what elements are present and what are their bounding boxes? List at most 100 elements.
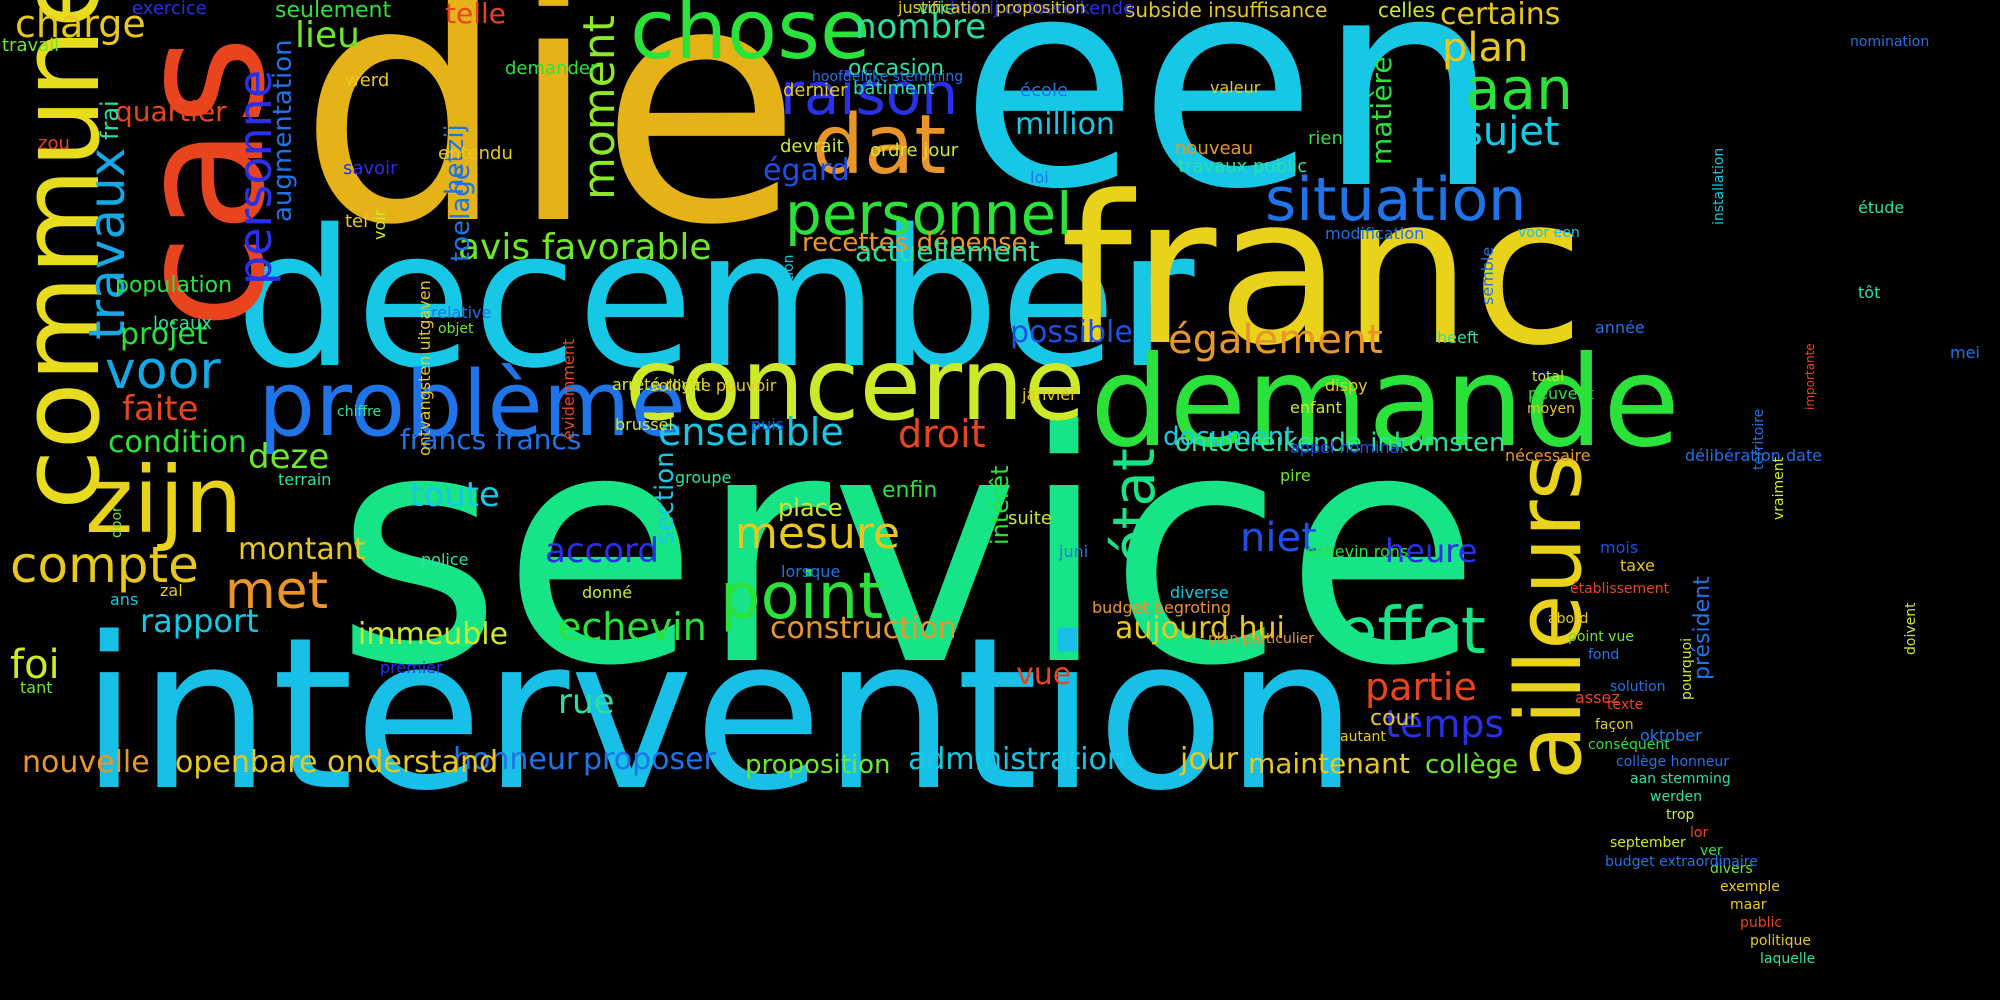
word: aujourd hui: [1115, 611, 1285, 646]
word: moyen: [1527, 401, 1575, 417]
word: december: [235, 189, 1195, 410]
word: année: [1595, 318, 1645, 337]
word: état: [1100, 448, 1168, 565]
word: conséquent: [1588, 737, 1670, 753]
word: rien: [1308, 128, 1343, 149]
word: loi: [1030, 168, 1049, 187]
word: actuellement: [855, 235, 1040, 268]
word: bâtiment: [853, 78, 935, 99]
word: frai: [96, 100, 124, 140]
word: concerne: [625, 326, 1086, 443]
word: temps: [1385, 702, 1505, 746]
word: nouvelle: [22, 745, 150, 780]
word: september: [1610, 835, 1686, 851]
word: également: [1168, 317, 1383, 363]
word: avis favorable: [458, 227, 712, 268]
word: construction: [770, 611, 957, 646]
word: mois: [1600, 538, 1639, 557]
word: droit: [898, 412, 986, 456]
word: diverse: [1170, 583, 1229, 602]
word: puis: [751, 415, 785, 434]
word: zal: [160, 581, 183, 600]
word: janvier: [1022, 385, 1077, 404]
word: moment: [574, 15, 625, 200]
word: peuvent: [1528, 384, 1594, 403]
word: nombre: [855, 7, 987, 47]
word: document: [1163, 422, 1295, 452]
word: sujet: [1462, 109, 1560, 155]
word: disposition: [781, 254, 797, 330]
word: appel nominal: [1290, 438, 1404, 457]
word: enfant: [1290, 398, 1342, 417]
word: ensemble: [658, 410, 844, 454]
word: problème: [258, 352, 686, 457]
word: administration: [908, 742, 1126, 777]
word: terrain: [278, 470, 332, 489]
word: zijn: [85, 447, 243, 554]
word: collège honneur: [1616, 754, 1730, 770]
word: entendu: [438, 143, 513, 164]
word: echevin: [558, 605, 707, 649]
word: semble: [1478, 246, 1497, 305]
word: voor een: [1518, 225, 1580, 241]
word: tel: [345, 211, 369, 232]
word: partie: [1365, 665, 1477, 709]
word: niet: [1240, 515, 1317, 561]
word: place: [778, 494, 843, 522]
word: dernier: [783, 80, 848, 101]
word: collège: [1425, 750, 1519, 780]
word: évidemment: [559, 338, 578, 440]
word: pire: [1280, 466, 1311, 485]
word: raison: [780, 60, 958, 128]
word: public: [1740, 915, 1783, 931]
word: établissement: [1570, 581, 1670, 597]
word: intervention: [80, 592, 1359, 837]
word: telle: [445, 0, 506, 30]
word: abord: [1548, 611, 1589, 627]
word: laquelle: [1760, 951, 1816, 967]
word: subside insuffisance: [1125, 0, 1328, 22]
word: ordre jour: [870, 140, 959, 161]
word: étude: [1858, 198, 1905, 217]
word: accord: [545, 531, 659, 571]
word: école: [1020, 80, 1069, 101]
word: maintenant: [1248, 747, 1410, 780]
word: honneur: [453, 742, 579, 777]
word: ver: [1700, 843, 1723, 859]
word: trop: [1666, 807, 1695, 823]
word: savoir: [343, 158, 398, 179]
word: nomination: [1850, 34, 1930, 50]
word: hoofdelijke stemming: [812, 69, 964, 85]
word: jour: [1180, 742, 1239, 777]
word: heure: [1385, 532, 1478, 570]
word: toute: [410, 475, 500, 515]
word: arrêté royal: [612, 375, 706, 394]
word: openbare onderstand: [175, 745, 498, 780]
word: locaux: [153, 313, 213, 334]
word: rapport: [140, 602, 259, 640]
word: modification: [1325, 224, 1425, 243]
word: relative: [431, 303, 492, 322]
word: oktober: [1640, 726, 1702, 745]
word: ontoereikende inkomsten: [1175, 428, 1506, 458]
word: sollicite pouvoir: [650, 376, 777, 395]
word: nécessaire: [1505, 446, 1591, 465]
word: seulement: [275, 0, 392, 23]
word: augmentation: [268, 39, 298, 222]
word: police: [421, 550, 469, 569]
word: door: [109, 506, 125, 538]
word: zou: [38, 133, 70, 154]
word: groupe: [675, 468, 732, 487]
word: tant: [20, 678, 53, 697]
word: solution: [1610, 679, 1666, 695]
word: service: [335, 364, 1482, 736]
word: immeuble: [358, 617, 509, 652]
word: lorsque: [781, 562, 841, 581]
word: texte: [1607, 697, 1644, 713]
word: président: [1690, 576, 1715, 680]
word: fond: [1588, 647, 1620, 663]
word: assez: [1575, 688, 1620, 707]
word: ans: [110, 590, 139, 609]
word: importante: [1803, 343, 1817, 410]
word: point vue: [1568, 629, 1634, 645]
